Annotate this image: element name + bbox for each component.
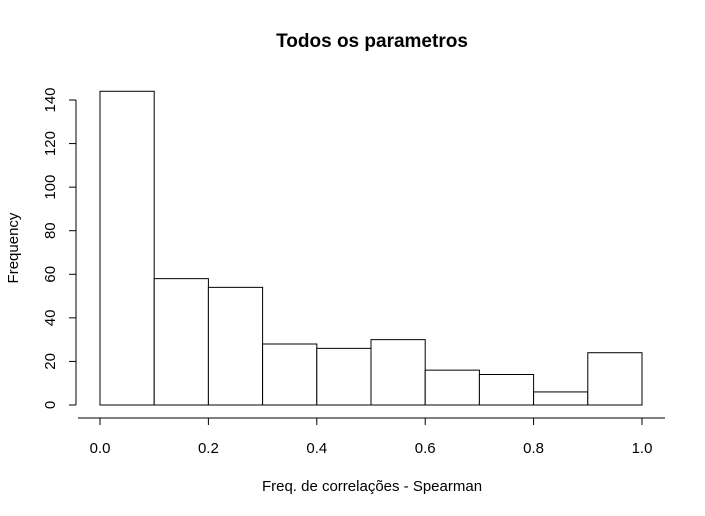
y-axis-label: Frequency — [5, 212, 22, 283]
y-tick-label: 0 — [42, 401, 59, 409]
y-tick-label: 60 — [42, 266, 59, 283]
x-tick-label: 0.0 — [90, 440, 111, 457]
histogram-bar-8 — [533, 391, 589, 406]
y-axis: 0 20 40 60 80 100 120 140 — [42, 87, 77, 409]
histogram-bar-4 — [316, 347, 372, 406]
x-axis-label: Freq. de correlações - Spearman — [262, 478, 482, 495]
histogram-bar-9 — [587, 352, 643, 406]
y-tick-label: 80 — [42, 222, 59, 239]
histogram-bar-1 — [153, 278, 209, 406]
histogram-bar-0 — [99, 90, 155, 406]
histogram-bar-6 — [424, 369, 480, 406]
histogram-bar-2 — [207, 286, 264, 406]
y-tick-label: 100 — [42, 175, 59, 200]
x-tick-label: 0.4 — [306, 440, 327, 457]
histogram-bar-3 — [262, 343, 318, 406]
histogram-bar-7 — [478, 374, 535, 406]
x-tick-label: 0.8 — [523, 440, 544, 457]
x-tick-label: 1.0 — [632, 440, 653, 457]
y-tick-label: 140 — [42, 87, 59, 112]
x-axis: 0.0 0.2 0.4 0.6 0.8 1.0 — [78, 417, 665, 457]
histogram-bar-5 — [370, 339, 426, 406]
chart-title: Todos os parametros — [276, 31, 468, 52]
x-tick-label: 0.6 — [415, 440, 436, 457]
y-tick-label: 120 — [42, 131, 59, 156]
y-tick-label: 20 — [42, 353, 59, 370]
bars-group — [99, 90, 643, 406]
x-tick-label: 0.2 — [198, 440, 219, 457]
y-tick-label: 40 — [42, 310, 59, 327]
